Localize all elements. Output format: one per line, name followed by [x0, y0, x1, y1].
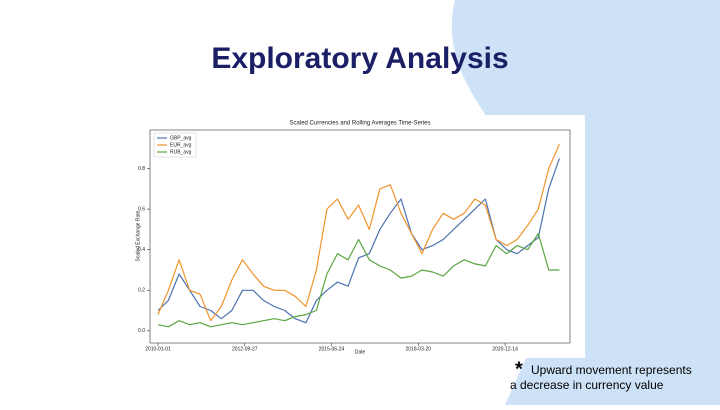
legend-label: GBP_avg: [170, 135, 192, 141]
note-line: Upward movement represents: [531, 363, 692, 377]
y-tick-label: 0.6: [138, 206, 145, 212]
y-tick-label: 0.8: [138, 166, 145, 172]
legend-label: EUR_avg: [170, 142, 192, 148]
note-line: a decrease in currency value: [510, 378, 664, 392]
series-line: [157, 143, 560, 322]
chart-title: Scaled Currencies and Rolling Averages T…: [290, 121, 431, 127]
legend-label: RUB_avg: [170, 149, 192, 155]
legend-box: [153, 132, 197, 158]
x-tick-label: 2010-01-01: [145, 346, 171, 352]
x-tick-label: 2015-06-24: [319, 346, 345, 352]
x-tick-label: 2018-03-20: [406, 346, 432, 352]
series-line: [157, 158, 560, 324]
note-mark: *: [515, 358, 523, 380]
plot-frame: [149, 129, 571, 344]
y-tick-label: 0.2: [138, 288, 145, 294]
x-axis-label: Date: [355, 349, 366, 355]
series-line: [157, 232, 560, 328]
y-tick-label: 0.0: [138, 328, 145, 334]
decor-blob: [451, 0, 720, 405]
y-axis-label: Scaled Exchange Rate: [135, 210, 141, 261]
x-tick-label: 2012-09-27: [232, 346, 258, 352]
slide-title: Exploratory Analysis: [211, 42, 508, 75]
y-tick-label: 0.4: [138, 247, 145, 253]
x-tick-label: 2020-12-14: [492, 346, 518, 352]
